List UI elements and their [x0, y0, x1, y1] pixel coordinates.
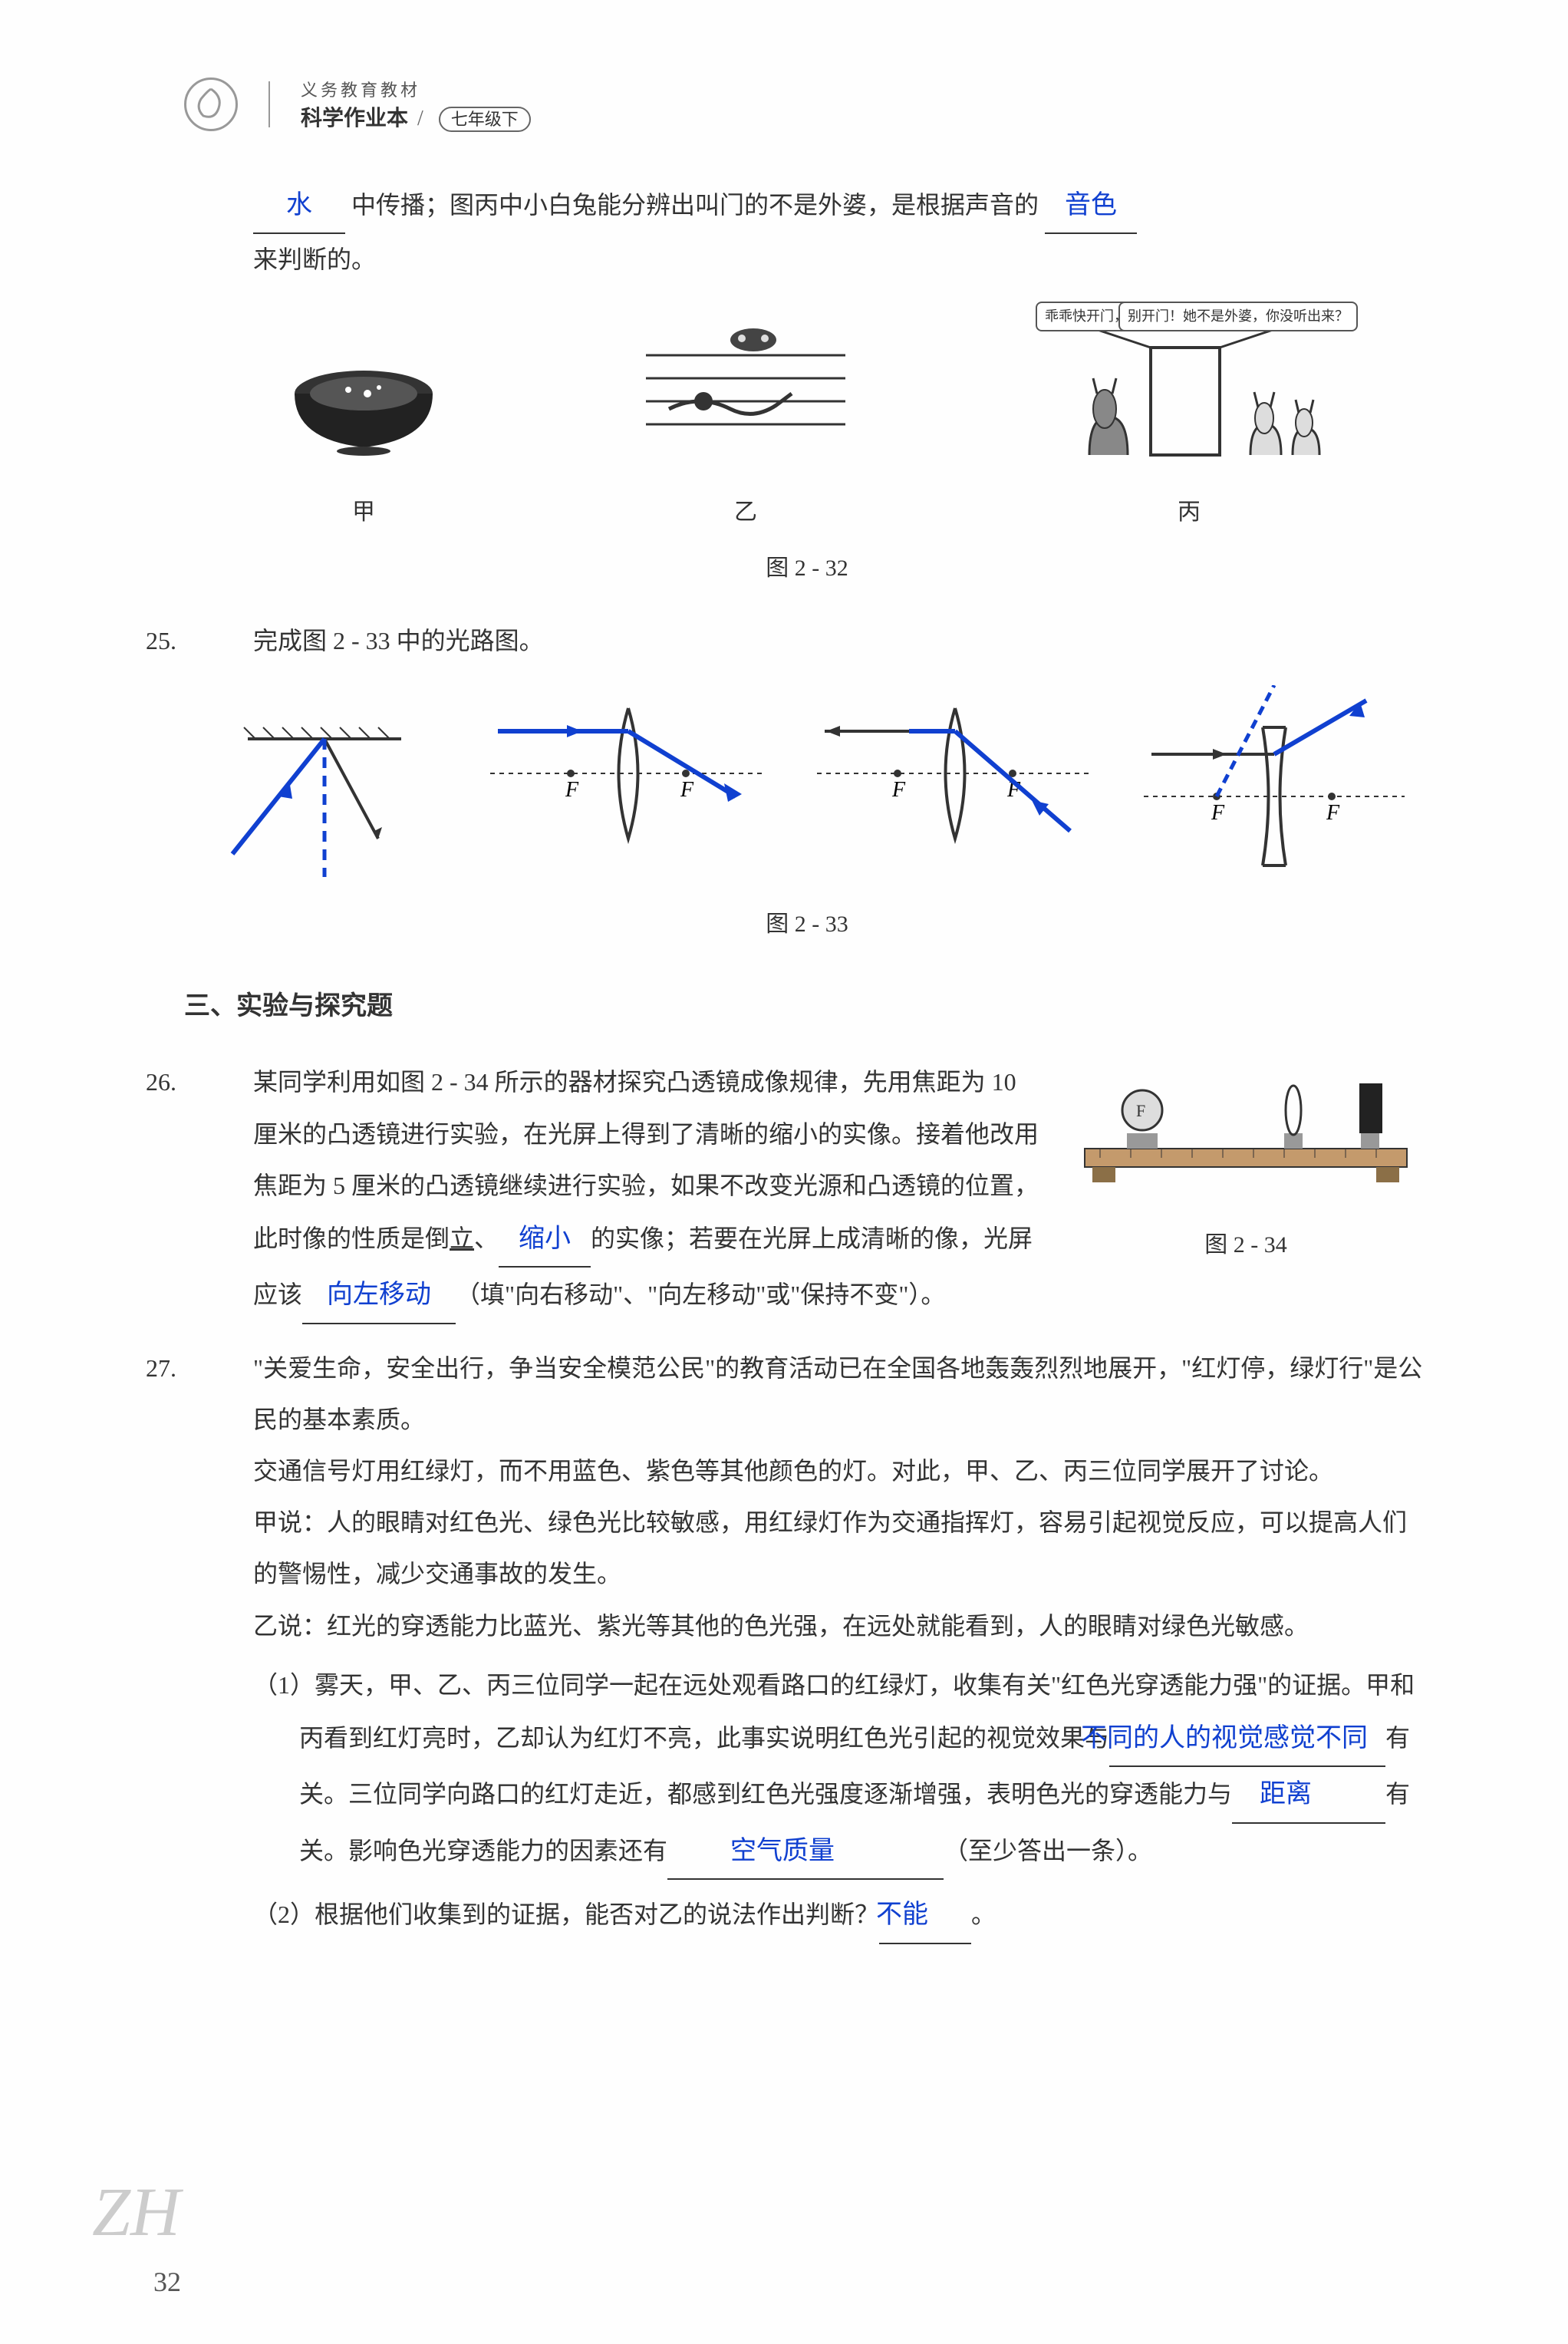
zh-watermark: ZH: [92, 2173, 180, 2252]
q24-continuation: 水 中传播；图丙中小白兔能分辨出叫门的不是外婆，是根据声音的 音色 来判断的。: [253, 178, 1430, 286]
fig-jia-label: 甲: [272, 488, 456, 536]
q27-sub1-blank3: 空气质量: [667, 1824, 944, 1880]
fig-jia: 甲: [272, 340, 456, 536]
speech-bubble-2: 别开门！她不是外婆，你没听出来？: [1118, 302, 1358, 331]
logo-swirl-icon: [192, 85, 230, 124]
fig-bing: 乖乖快开门，我是外婆。 别开门！她不是外婆，你没听出来？ 丙: [1036, 309, 1342, 536]
bowl-icon: [272, 340, 456, 463]
q27-text4: 乙说：红光的穿透能力比蓝光、紫光等其他的色光强，在远处就能看到，人的眼睛对绿色光…: [253, 1601, 1430, 1652]
q24-text1: 中传播；图丙中小白兔能分辨出叫门的不是外婆，是根据声音的: [351, 191, 1039, 219]
svg-text:F: F: [1136, 1101, 1145, 1120]
q27: 27. "关爱生命，安全出行，争当安全模范公民"的教育活动已在全国各地轰轰烈烈地…: [253, 1343, 1430, 1944]
q27-text3: 甲说：人的眼睛对红色光、绿色光比较敏感，用红绿灯作为交通指挥灯，容易引起视觉反应…: [253, 1497, 1430, 1600]
q27-sub1-blank1: 不同的人的视觉感觉不同: [1109, 1711, 1385, 1767]
q26: 26. F: [253, 1057, 1430, 1324]
q27-text1: "关爱生命，安全出行，争当安全模范公民"的教育活动已在全国各地轰轰烈烈地展开，"…: [253, 1343, 1430, 1446]
figure-2-32-row: 甲 乙: [184, 309, 1430, 536]
focus-label-3: F: [891, 778, 906, 802]
grade-badge: 七年级下: [439, 107, 531, 132]
content-area: 水 中传播；图丙中小白兔能分辨出叫门的不是外婆，是根据声音的 音色 来判断的。 …: [184, 178, 1430, 1944]
fig-2-34-caption: 图 2 - 34: [1062, 1221, 1430, 1269]
focus-label-2: F: [680, 778, 694, 802]
q27-sub1-text4: （至少答出一条）。: [944, 1837, 1152, 1864]
q24-blank1: 水: [253, 178, 345, 234]
header-title-row: 科学作业本 / 七年级下: [301, 101, 531, 132]
page-container: 义务教育教材 科学作业本 / 七年级下 水 中传播；图丙中小白兔能分辨出叫门的不…: [0, 0, 1568, 2344]
header-slash: /: [417, 107, 423, 130]
mirror-diagram: [202, 685, 447, 885]
q26-blank2: 向左移动: [302, 1268, 456, 1324]
figure-2-33-row: F F F F: [184, 685, 1430, 885]
page-number: 32: [153, 2266, 181, 2298]
rabbit-door-icon: [1036, 309, 1342, 463]
focus-label-5: F: [1211, 801, 1225, 825]
q27-sub1-blank2: 距离: [1232, 1767, 1385, 1823]
q25-num: 25.: [146, 615, 199, 667]
fig-bing-label: 丙: [1036, 488, 1342, 536]
q27-sub2-num: （2）: [253, 1901, 315, 1928]
publisher-logo: [184, 77, 238, 131]
header-divider: [268, 81, 270, 127]
q25: 25. 完成图 2 - 33 中的光路图。: [253, 615, 1430, 667]
q26-text3: 填"向右移动"、"向左移动"或"保持不变"）。: [480, 1281, 945, 1308]
fig-2-32-caption: 图 2 - 32: [184, 544, 1430, 592]
optical-bench-icon: F: [1069, 1057, 1422, 1195]
q24-text2: 来判断的。: [253, 246, 376, 273]
q27-sub2-blank1: 不能: [879, 1887, 971, 1943]
header-title-block: 义务教育教材 科学作业本 / 七年级下: [301, 77, 531, 132]
q27-sub1: （1）雾天，甲、乙、丙三位同学一起在远处观看路口的红绿灯，收集有关"红色光穿透能…: [299, 1660, 1430, 1880]
page-header: 义务教育教材 科学作业本 / 七年级下: [184, 77, 1430, 132]
convex-lens-1-diagram: F F: [483, 685, 774, 862]
focus-label-1: F: [565, 778, 579, 802]
fig-2-33-caption: 图 2 - 33: [184, 900, 1430, 948]
q25-text: 完成图 2 - 33 中的光路图。: [253, 627, 544, 654]
swimmer-icon: [631, 325, 861, 463]
focus-label-6: F: [1326, 801, 1340, 825]
q27-num: 27.: [146, 1343, 199, 1394]
fig-yi: 乙: [631, 325, 861, 536]
concave-lens-diagram: F F: [1136, 685, 1412, 885]
q27-sub2-text2: 。: [971, 1901, 996, 1928]
header-subtitle: 义务教育教材: [301, 77, 531, 101]
q27-sub2-text1: 根据他们收集到的证据，能否对乙的说法作出判断？: [315, 1901, 879, 1928]
q27-sub1-num: （1）: [253, 1671, 315, 1699]
q26-num: 26.: [146, 1057, 199, 1108]
q26-word-li: 立: [450, 1225, 474, 1252]
q27-sub2: （2）根据他们收集到的证据，能否对乙的说法作出判断？不能。: [299, 1887, 1430, 1943]
header-title: 科学作业本: [301, 107, 408, 130]
section-3-title: 三、实验与探究题: [184, 979, 1430, 1034]
q27-text2: 交通信号灯用红绿灯，而不用蓝色、紫色等其他颜色的灯。对此，甲、乙、丙三位同学展开…: [253, 1446, 1430, 1497]
fig-yi-label: 乙: [631, 488, 861, 536]
q24-blank2: 音色: [1045, 178, 1137, 234]
fig-2-34: F 图 2 - 34: [1062, 1057, 1430, 1268]
q26-blank1: 缩小: [499, 1212, 591, 1268]
convex-lens-2-diagram: F F: [809, 685, 1101, 862]
